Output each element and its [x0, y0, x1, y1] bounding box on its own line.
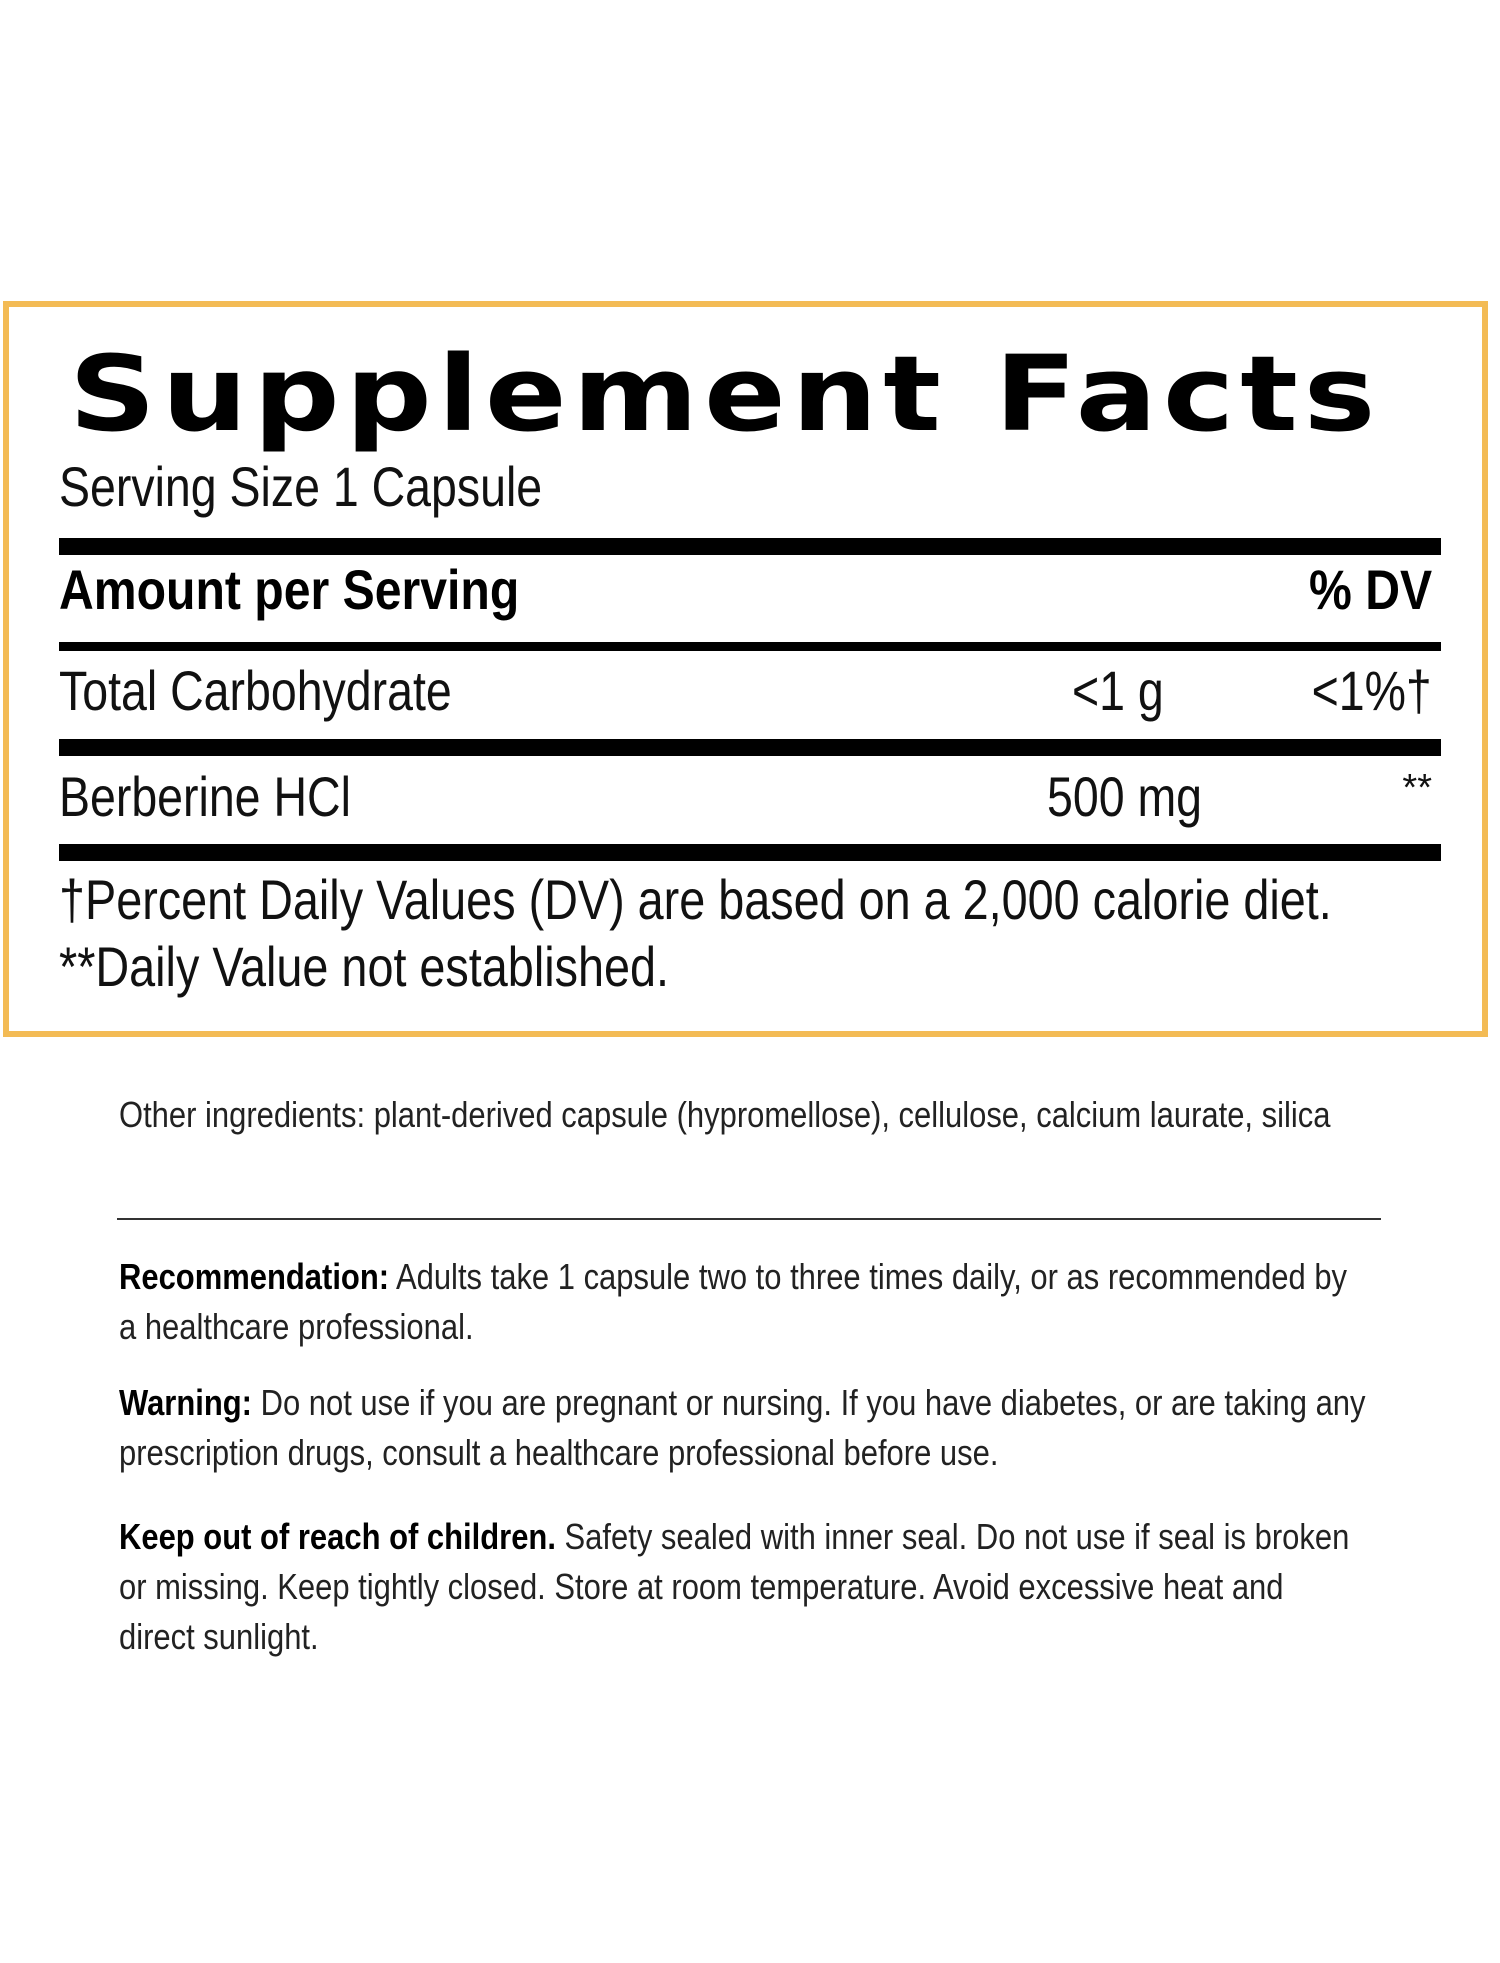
divider-header	[59, 642, 1441, 651]
divider-row-1	[59, 739, 1441, 756]
keep-out-label: Keep out of reach of children.	[119, 1516, 556, 1557]
warning-label: Warning:	[119, 1382, 252, 1423]
footnote-dv-not-established: **Daily Value not established.	[59, 935, 669, 998]
keep-out-text: Safety sealed with inner seal. Do not us…	[119, 1516, 1350, 1657]
recommendation-text: Adults take 1 capsule two to three times…	[119, 1256, 1348, 1347]
row-berberine-name: Berberine HCl	[59, 765, 351, 828]
dv-header: % DV	[1308, 558, 1432, 621]
recommendation-paragraph: Recommendation: Adults take 1 capsule tw…	[119, 1252, 1381, 1352]
divider-thick-top	[59, 538, 1441, 555]
section-divider	[117, 1218, 1381, 1220]
row-total-carbohydrate-amount: <1 g	[1072, 659, 1164, 722]
warning-text: Do not use if you are pregnant or nursin…	[119, 1382, 1366, 1473]
row-berberine-dv: **	[1402, 767, 1432, 809]
keep-out-paragraph: Keep out of reach of children. Safety se…	[119, 1512, 1381, 1662]
facts-title: Supplement Facts	[69, 333, 1382, 455]
divider-bottom	[59, 844, 1441, 861]
serving-size: Serving Size 1 Capsule	[59, 455, 543, 518]
row-total-carbohydrate-name: Total Carbohydrate	[59, 659, 452, 722]
recommendation-label: Recommendation:	[119, 1256, 390, 1297]
footnote-percent-dv: †Percent Daily Values (DV) are based on …	[59, 868, 1332, 931]
supplement-facts-panel: Supplement Facts Serving Size 1 Capsule …	[3, 301, 1488, 1037]
row-total-carbohydrate-dv: <1%†	[1311, 659, 1432, 722]
warning-paragraph: Warning: Do not use if you are pregnant …	[119, 1378, 1381, 1478]
row-berberine-amount: 500 mg	[1047, 765, 1203, 828]
other-ingredients: Other ingredients: plant-derived capsule…	[119, 1094, 1331, 1135]
amount-per-serving-header: Amount per Serving	[59, 558, 520, 621]
